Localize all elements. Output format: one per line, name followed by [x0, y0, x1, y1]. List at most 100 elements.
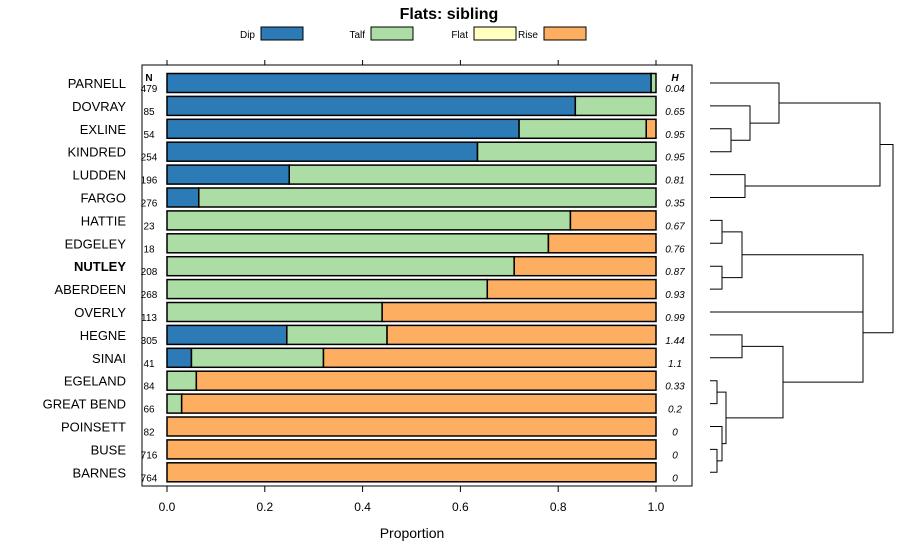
row-label: FARGO	[80, 191, 126, 206]
bar-segment-rise	[386, 324, 657, 346]
bar-segment-dip	[166, 95, 577, 117]
row-n-value: 113	[141, 313, 157, 324]
bar-segment-talf	[574, 95, 657, 117]
bar-segment-talf	[650, 72, 657, 94]
bar-segment-talf	[166, 301, 383, 323]
row-label: EGELAND	[64, 374, 126, 389]
x-tick-label-3: 0.6	[452, 500, 469, 514]
row-h-value: 0	[672, 450, 678, 461]
bar-segment-rise	[513, 255, 657, 277]
row-label: HATTIE	[81, 213, 127, 228]
bar-segment-rise	[322, 347, 657, 369]
bar-segment-talf	[288, 164, 657, 185]
row-n-value: 82	[143, 428, 155, 439]
row-h-value: 0.67	[665, 221, 685, 232]
row-h-value: 0.95	[665, 153, 685, 164]
row-buse: BUSE 716 0	[91, 439, 678, 461]
dendrogram-branch	[710, 219, 723, 244]
row-h-value: 0.81	[665, 176, 684, 187]
bar-segment-talf	[166, 278, 489, 300]
dendrogram-branch	[710, 128, 732, 153]
bar-segment-talf	[166, 255, 515, 277]
row-h-value: 0.04	[665, 84, 685, 95]
row-n-value: 764	[141, 473, 158, 484]
x-tick-label-2: 0.4	[354, 500, 371, 514]
bar-segment-talf	[166, 233, 550, 254]
dendrogram-branch	[863, 144, 894, 334]
row-label: SINAI	[92, 351, 126, 366]
legend-swatch-flat	[473, 26, 517, 41]
n-column-header: N	[145, 73, 152, 84]
row-n-value: 254	[141, 153, 158, 164]
row-nutley: NUTLEY 208 0.87	[74, 255, 685, 278]
row-n-value: 66	[143, 405, 155, 416]
row-label: POINSETT	[61, 420, 126, 435]
row-label: LUDDEN	[73, 168, 126, 183]
dendrogram-branch	[710, 174, 746, 198]
dendrogram-branch	[710, 265, 723, 290]
dendrogram-branch	[710, 426, 723, 462]
row-n-value: 716	[141, 450, 158, 461]
dendrogram-branch	[710, 254, 864, 313]
bar-segment-rise	[166, 416, 657, 437]
dendrogram-branch	[726, 345, 784, 419]
row-h-value: 1.44	[665, 336, 685, 347]
row-n-value: 41	[143, 359, 155, 370]
x-axis: 0.0 0.2 0.4 0.6 0.8 1.0	[159, 486, 665, 514]
legend-label-dip: Dip	[240, 30, 255, 41]
row-hattie: HATTIE 23 0.67	[81, 210, 685, 232]
bar-segment-rise	[569, 210, 657, 231]
plot-frame	[141, 64, 693, 487]
bar-segment-talf	[518, 118, 647, 140]
bar-segment-dip	[166, 347, 193, 369]
legend-label-flat: Flat	[451, 30, 468, 41]
row-fargo: FARGO 276 0.35	[80, 187, 685, 210]
row-label: HEGNE	[80, 328, 127, 343]
row-label: OVERLY	[74, 305, 126, 320]
bar-segment-rise	[180, 393, 657, 414]
row-poinsett: POINSETT 82 0	[61, 416, 678, 439]
row-h-value: 0.95	[665, 130, 685, 141]
h-column-header: H	[671, 73, 679, 84]
dendrogram-branch	[722, 231, 743, 279]
row-h-value: 0.99	[665, 313, 685, 324]
row-n-value: 84	[143, 382, 155, 393]
bar-segment-dip	[166, 187, 200, 208]
row-edgeley: EDGELEY 18 0.76	[65, 233, 685, 255]
row-barnes: BARNES 764 0	[73, 462, 678, 484]
bar-segment-rise	[547, 233, 657, 254]
row-n-value: 85	[143, 107, 155, 118]
bar-segment-talf	[166, 210, 572, 231]
bar-segment-dip	[166, 118, 520, 140]
legend-label-rise: Rise	[518, 30, 538, 41]
row-h-value: 0.2	[668, 405, 682, 416]
row-n-value: 268	[141, 290, 158, 301]
chart-title: Flats: sibling	[400, 6, 499, 23]
row-sinai: SINAI 41 1.1	[92, 347, 682, 370]
legend-label-talf: Talf	[349, 30, 365, 41]
row-h-value: 0.76	[665, 244, 685, 255]
row-label: EDGELEY	[65, 236, 127, 251]
row-ludden: LUDDEN 196 0.81	[73, 164, 685, 187]
row-label: PARNELL	[68, 76, 126, 91]
top-tick-marks	[166, 60, 657, 65]
row-n-value: 276	[141, 199, 158, 210]
row-h-value: 0	[672, 473, 678, 484]
bar-segment-rise	[166, 462, 657, 483]
row-label: EXLINE	[80, 122, 127, 137]
legend-swatch-dip	[260, 26, 304, 41]
row-label: GREAT BEND	[43, 397, 126, 412]
row-h-value: 0.87	[665, 267, 685, 278]
row-great-bend: GREAT BEND 66 0.2	[43, 393, 682, 416]
bar-segment-talf	[476, 141, 657, 162]
row-parnell: PARNELL 479 0.04	[68, 72, 685, 95]
bar-segment-rise	[381, 301, 657, 323]
bar-segment-rise	[195, 370, 657, 391]
bar-segment-dip	[166, 141, 479, 162]
row-n-value: 196	[141, 176, 158, 187]
row-h-value: 0	[672, 428, 678, 439]
row-overly: OVERLY 113 0.99	[74, 301, 685, 324]
row-h-value: 0.33	[665, 382, 685, 393]
bar-segment-rise	[166, 439, 657, 460]
bar-segment-dip	[166, 164, 290, 185]
